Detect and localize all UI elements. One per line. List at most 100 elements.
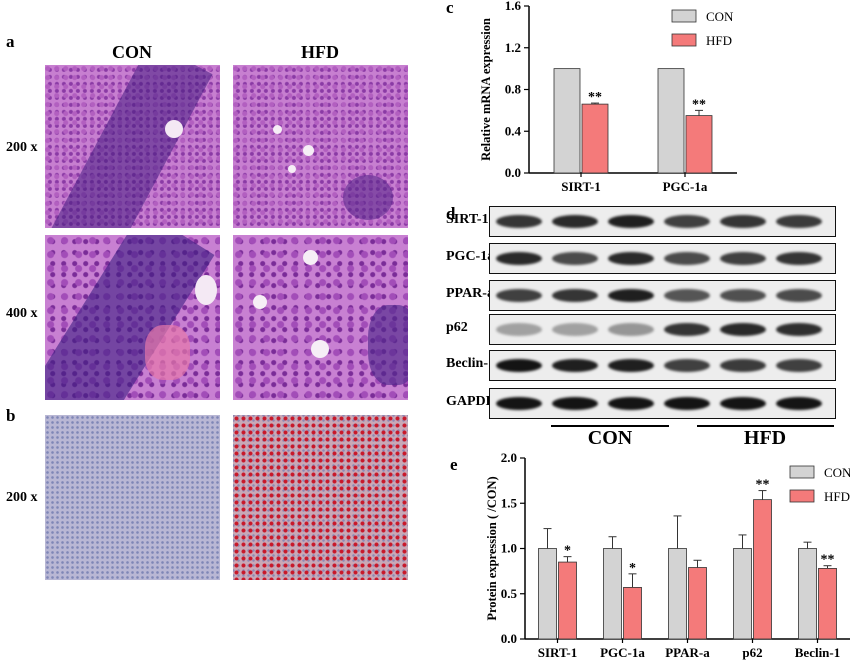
- blot-band: [664, 215, 710, 228]
- blot-row-pgc-1a: [489, 243, 836, 274]
- y-axis-label: Protein expression ( /CON): [485, 476, 499, 620]
- blot-band: [552, 359, 598, 372]
- blot-band: [776, 359, 822, 372]
- panel-label-a: a: [6, 32, 15, 51]
- blot-band: [720, 397, 766, 410]
- y-tick-label: 0.4: [505, 123, 522, 138]
- blot-label-pgc-1a: PGC-1a: [446, 249, 495, 264]
- y-tick-label: 0.0: [501, 631, 517, 646]
- blot-band: [608, 323, 654, 336]
- blot-band: [720, 323, 766, 336]
- oil-red-con-image: [45, 415, 220, 580]
- legend-label-con: CON: [706, 9, 734, 24]
- bar-hfd: [818, 568, 837, 640]
- he-hfd-400x-image: [233, 235, 408, 400]
- y-tick-label: 2.0: [501, 450, 517, 465]
- blot-band: [552, 397, 598, 410]
- x-tick-label: Beclin-1: [795, 645, 841, 660]
- blot-band: [664, 397, 710, 410]
- legend-swatch-con: [671, 9, 697, 23]
- blot-band: [776, 397, 822, 410]
- legend-label-hfd: HFD: [706, 33, 732, 48]
- bar-hfd: [581, 103, 609, 174]
- blot-band: [608, 397, 654, 410]
- blot-band: [496, 252, 542, 265]
- row-label-200x-oil: 200 x: [6, 490, 38, 505]
- blot-band: [664, 359, 710, 372]
- y-tick-label: 0.8: [505, 82, 522, 97]
- x-tick-label: SIRT-1: [538, 645, 578, 660]
- y-tick-label: 0.0: [505, 165, 521, 180]
- bar-con: [668, 548, 687, 640]
- blot-band: [608, 215, 654, 228]
- blot-band: [496, 289, 542, 302]
- bar-hfd: [558, 561, 577, 640]
- blot-band: [552, 323, 598, 336]
- x-tick-label: PGC-1a: [600, 645, 645, 660]
- con-group-line: [551, 425, 669, 427]
- y-tick-label: 1.2: [505, 40, 521, 55]
- y-axis-label: Relative mRNA expression: [479, 18, 493, 161]
- blot-band: [496, 323, 542, 336]
- x-tick-label: PPAR-a: [665, 645, 710, 660]
- blot-band: [496, 215, 542, 228]
- blot-band: [776, 215, 822, 228]
- panel-label-e: e: [450, 455, 458, 474]
- bar-con: [553, 68, 581, 174]
- panel-label-b: b: [6, 406, 16, 425]
- bar-hfd: [623, 587, 642, 640]
- blot-band: [720, 252, 766, 265]
- blot-band: [552, 215, 598, 228]
- bar-con: [603, 548, 622, 640]
- blot-band: [496, 359, 542, 372]
- legend-swatch-hfd: [789, 489, 815, 503]
- significance-mark: **: [588, 90, 602, 105]
- panel-label-d: d: [446, 204, 456, 223]
- legend-swatch-hfd: [671, 33, 697, 47]
- blot-band: [552, 289, 598, 302]
- column-label-con: CON: [112, 42, 152, 62]
- blot-label-ppar-a: PPAR-a: [446, 286, 494, 301]
- he-con-200x-image: [45, 65, 220, 228]
- bar-con: [798, 548, 817, 640]
- blot-row-p62: [489, 314, 836, 345]
- significance-mark: *: [564, 544, 571, 559]
- y-tick-label: 0.5: [501, 586, 518, 601]
- he-con-400x-image: [45, 235, 220, 400]
- blot-band: [496, 397, 542, 410]
- blot-band: [664, 252, 710, 265]
- blot-band: [608, 289, 654, 302]
- blot-band: [720, 289, 766, 302]
- significance-mark: **: [821, 553, 835, 568]
- blot-band: [776, 323, 822, 336]
- blot-row-sirt-1: [489, 206, 836, 237]
- blot-row-gapdh: [489, 388, 836, 419]
- panel-label-c: c: [446, 0, 454, 17]
- y-tick-label: 1.0: [501, 541, 517, 556]
- blot-label-gapdh: GAPDH: [446, 394, 497, 409]
- legend-swatch-con: [789, 465, 815, 479]
- bar-con: [538, 548, 557, 640]
- column-label-hfd: HFD: [301, 42, 339, 62]
- legend-label-hfd: HFD: [824, 489, 850, 504]
- blot-band: [776, 252, 822, 265]
- row-label-200x: 200 x: [6, 140, 38, 155]
- blot-label-p62: p62: [446, 320, 468, 335]
- hfd-group-line: [697, 425, 834, 427]
- y-tick-label: 1.5: [501, 495, 518, 510]
- bar-hfd: [753, 499, 772, 640]
- significance-mark: **: [692, 97, 706, 112]
- hfd-group-label: HFD: [743, 427, 787, 449]
- x-tick-label: PGC-1a: [663, 179, 708, 194]
- legend-label-con: CON: [824, 465, 850, 480]
- he-hfd-200x-image: [233, 65, 408, 228]
- significance-mark: *: [629, 561, 636, 576]
- oil-red-hfd-image: [233, 415, 408, 580]
- blot-band: [608, 252, 654, 265]
- x-tick-label: SIRT-1: [561, 179, 601, 194]
- blot-band: [720, 215, 766, 228]
- con-group-label: CON: [587, 427, 633, 449]
- blot-band: [776, 289, 822, 302]
